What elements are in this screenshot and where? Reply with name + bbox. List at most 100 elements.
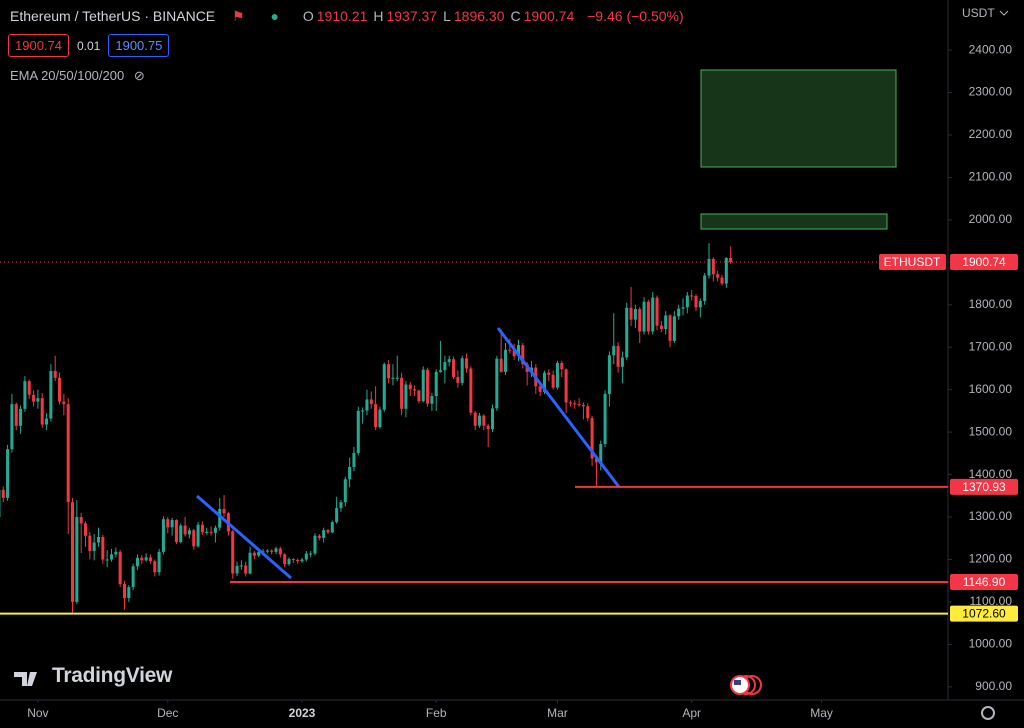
ohlc: O 1910.21 H 1937.37 L 1896.30 C 1900.74 xyxy=(303,8,580,24)
candle-body xyxy=(109,554,114,560)
currency-label[interactable]: USDT xyxy=(962,6,995,20)
candle-body xyxy=(218,508,222,528)
candle-body xyxy=(551,374,555,388)
candle-body xyxy=(720,277,724,284)
candle-body xyxy=(144,557,148,561)
level-label: 1072.60 xyxy=(962,607,1006,621)
candle-body xyxy=(521,345,525,365)
candle-body xyxy=(58,377,62,402)
candle-body xyxy=(66,404,70,503)
candle-body xyxy=(192,530,196,547)
candle-body xyxy=(213,527,217,533)
indicator-name: EMA 20/50/100/200 xyxy=(10,68,125,83)
candle-body xyxy=(387,364,391,379)
candle-body xyxy=(724,258,728,284)
y-tick-label: 2000.00 xyxy=(969,212,1013,226)
candle-body xyxy=(196,524,200,547)
trend-line[interactable] xyxy=(196,494,292,580)
candle-body xyxy=(304,553,308,560)
candle-body xyxy=(612,345,616,356)
candle-body xyxy=(135,557,139,567)
plot-area: 900.00 1000.00 1100.00 1200.00 1300.00 1400.0… xyxy=(0,42,1012,720)
candle-body xyxy=(27,381,31,395)
candle-body xyxy=(356,410,360,453)
status-dot: ● xyxy=(270,8,279,24)
candle-body xyxy=(222,508,226,514)
symbol[interactable]: Ethereum / TetherUS · BINANCE xyxy=(10,8,216,24)
candle-body xyxy=(187,530,191,535)
bid[interactable]: 1900.74 xyxy=(8,34,69,57)
candle-body xyxy=(638,309,642,332)
target-zone[interactable] xyxy=(700,69,897,168)
candle-body xyxy=(283,554,287,565)
candle-body xyxy=(599,444,603,463)
candle-body xyxy=(547,372,551,375)
y-tick-label: 1400.00 xyxy=(969,467,1013,481)
candle-body xyxy=(96,536,101,543)
candle-body xyxy=(516,345,521,357)
candle-body xyxy=(703,275,707,301)
candle-body xyxy=(291,559,295,561)
candle-body xyxy=(490,408,495,430)
ask[interactable]: 1900.75 xyxy=(108,34,170,57)
candle-body xyxy=(581,404,585,407)
settings-icon[interactable] xyxy=(981,706,995,720)
candle-body xyxy=(573,403,577,405)
candle-body xyxy=(19,408,23,426)
indicator[interactable]: EMA 20/50/100/200 ⊘ xyxy=(10,68,145,84)
price-tag xyxy=(950,254,1018,271)
candle-body xyxy=(265,550,269,552)
ohlc-value: 1910.21 xyxy=(316,8,368,24)
y-tick-label: 2200.00 xyxy=(969,127,1013,141)
x-tick-label: May xyxy=(810,706,833,720)
candle-body xyxy=(655,297,659,326)
candle-body xyxy=(560,362,564,370)
price-label: 1900.74 xyxy=(962,255,1006,269)
candle-body xyxy=(361,410,365,412)
flag[interactable]: ⚑ xyxy=(232,8,245,24)
candle-body xyxy=(335,508,339,523)
candle-body xyxy=(369,399,373,405)
candle-body xyxy=(166,519,170,528)
candle-body xyxy=(6,449,10,498)
quote-row: 1900.74 0.01 1900.75 xyxy=(8,34,170,57)
flag-icon[interactable] xyxy=(730,675,762,695)
candle-body xyxy=(616,345,620,367)
candle-body xyxy=(452,359,456,377)
y-tick-label: 900.00 xyxy=(975,679,1012,693)
candle-body xyxy=(317,535,321,538)
candle-body xyxy=(101,536,105,560)
candle-body xyxy=(690,295,694,297)
candle-body xyxy=(157,551,161,573)
candle-body xyxy=(79,517,83,524)
eye-icon[interactable]: ⊘ xyxy=(133,68,145,83)
candle-body xyxy=(127,587,131,599)
candle-body xyxy=(716,274,720,278)
candle-body xyxy=(248,552,252,574)
candle-body xyxy=(10,404,14,450)
candle-body xyxy=(75,517,79,602)
candle-body xyxy=(179,525,183,543)
candle-body xyxy=(391,377,395,379)
candle-body xyxy=(92,542,96,552)
currency-chevron[interactable] xyxy=(999,10,1009,16)
candle-body xyxy=(512,350,516,357)
candle-body xyxy=(343,479,347,503)
candle-body xyxy=(131,566,135,588)
candle-body xyxy=(465,358,469,369)
candle-body xyxy=(672,316,676,341)
candle-body xyxy=(174,520,178,543)
symbol-tag xyxy=(879,254,946,271)
target-zone[interactable] xyxy=(700,213,888,230)
candle-body xyxy=(495,358,499,409)
candle-body xyxy=(668,315,672,341)
candle-body xyxy=(1,489,5,498)
candle-body xyxy=(14,404,18,426)
candle-body xyxy=(486,425,490,430)
candle-body xyxy=(586,406,590,419)
candle-body xyxy=(482,415,486,426)
candle-body xyxy=(209,531,213,533)
trend-line[interactable] xyxy=(496,327,621,488)
candle-body xyxy=(339,502,343,509)
